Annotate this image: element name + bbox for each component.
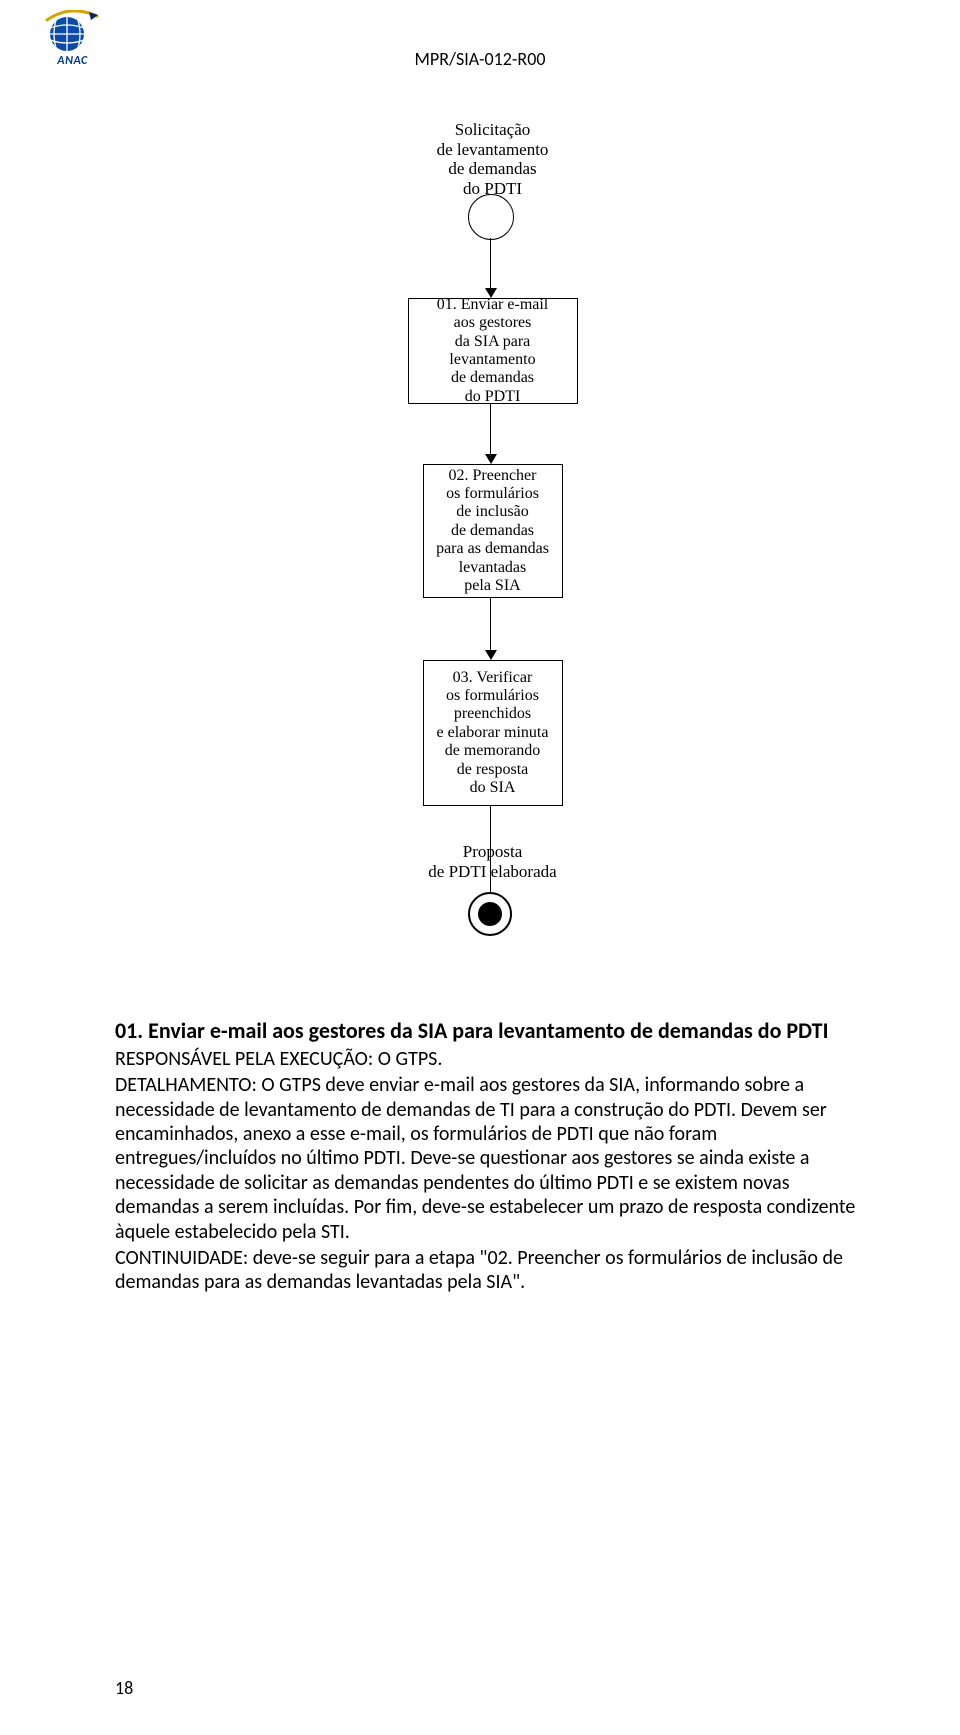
header-code: MPR/SIA-012-R00: [0, 48, 960, 70]
flow-node-text: 01. Enviar e-mailaos gestoresda SIA para…: [413, 296, 573, 406]
flow-end-inner-icon: [478, 902, 502, 926]
flow-edge: [490, 238, 491, 288]
flow-end-label: Propostade PDTI elaborada: [403, 842, 583, 881]
flow-node-3: 03. Verificaros formuláriospreenchidose …: [423, 660, 563, 806]
section-continuidade: CONTINUIDADE: deve-se seguir para a etap…: [115, 1246, 870, 1295]
section-detalhamento: DETALHAMENTO: O GTPS deve enviar e-mail …: [115, 1073, 870, 1244]
section-body: 01. Enviar e-mail aos gestores da SIA pa…: [115, 1018, 870, 1295]
section-heading: 01. Enviar e-mail aos gestores da SIA pa…: [115, 1018, 870, 1045]
section-responsavel: RESPONSÁVEL PELA EXECUÇÃO: O GTPS.: [115, 1047, 870, 1071]
flow-arrowhead-icon: [485, 454, 497, 464]
flow-edge: [490, 598, 491, 650]
flow-edge: [490, 404, 491, 454]
logo-globe-icon: [45, 10, 100, 52]
flow-start-label: Solicitaçãode levantamentode demandasdo …: [393, 120, 593, 198]
flow-node-2: 02. Preencheros formuláriosde inclusãode…: [423, 464, 563, 598]
flow-node-1: 01. Enviar e-mailaos gestoresda SIA para…: [408, 298, 578, 404]
flow-node-text: 03. Verificaros formuláriospreenchidose …: [437, 669, 549, 798]
document-page: ANAC MPR/SIA-012-R00 Solicitaçãode levan…: [0, 0, 960, 1735]
flow-end-node: [468, 892, 512, 936]
flowchart: Solicitaçãode levantamentode demandasdo …: [363, 120, 623, 1000]
flow-arrowhead-icon: [485, 650, 497, 660]
page-number: 18: [115, 1677, 133, 1699]
flow-start-node: [468, 194, 514, 240]
flow-node-text: 02. Preencheros formuláriosde inclusãode…: [436, 467, 549, 596]
